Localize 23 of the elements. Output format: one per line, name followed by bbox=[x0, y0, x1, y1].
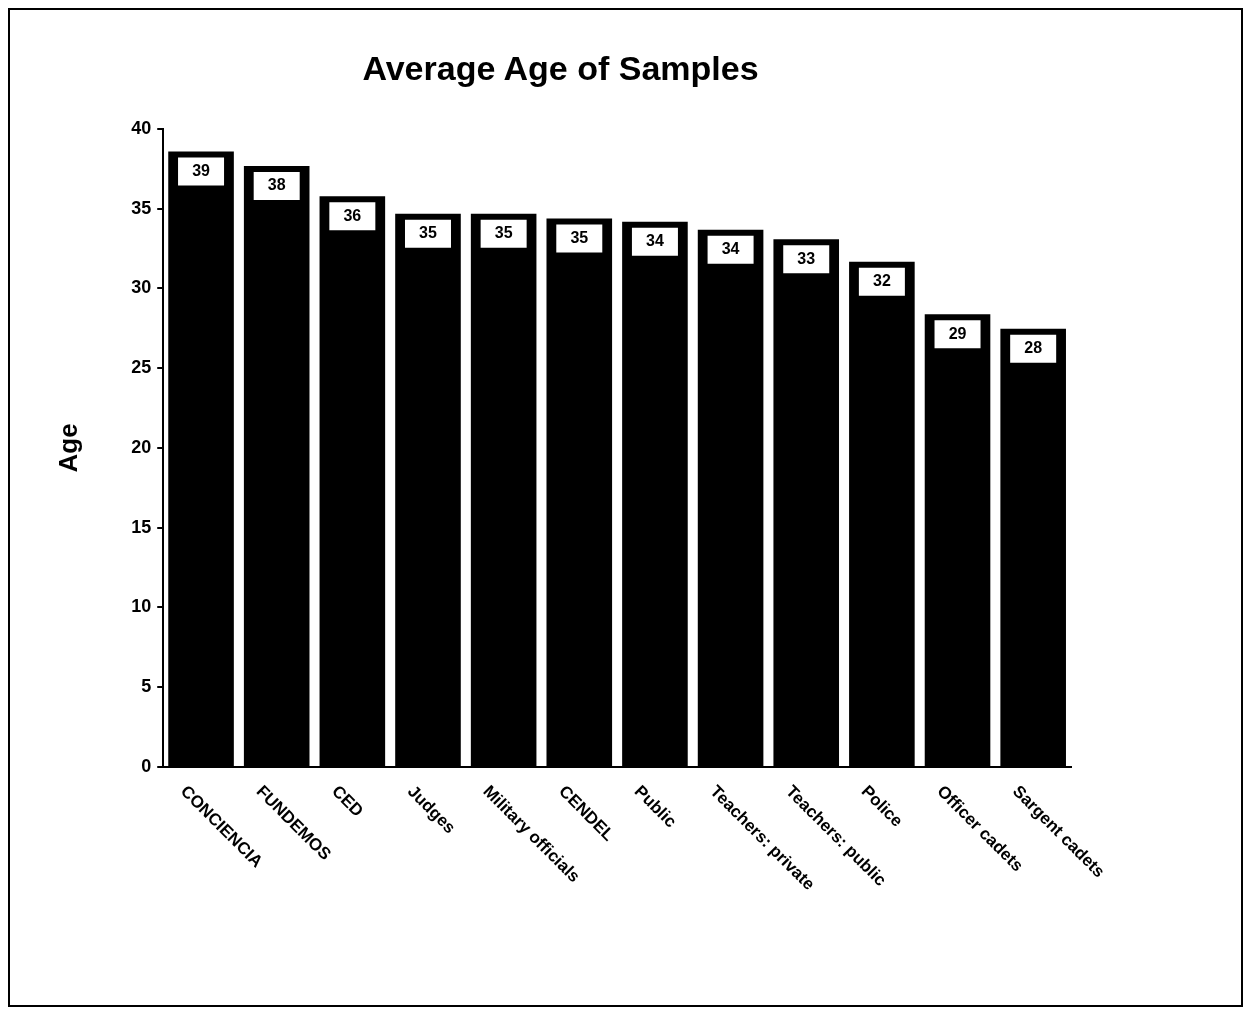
data-label: 35 bbox=[419, 224, 437, 242]
data-label: 35 bbox=[570, 228, 589, 246]
y-tick-label: 35 bbox=[131, 197, 152, 218]
y-tick-label: 10 bbox=[131, 596, 152, 617]
data-label: 34 bbox=[721, 240, 740, 258]
data-label: 28 bbox=[1024, 339, 1043, 357]
data-label: 36 bbox=[343, 206, 362, 224]
data-label: 34 bbox=[646, 232, 664, 250]
data-label: 33 bbox=[797, 249, 816, 267]
y-tick-label: 20 bbox=[131, 436, 152, 457]
y-tick-label: 40 bbox=[131, 117, 152, 138]
data-label: 32 bbox=[872, 272, 891, 290]
y-axis-title: Age bbox=[52, 423, 83, 473]
y-tick-label: 5 bbox=[141, 676, 152, 697]
y-tick-label: 30 bbox=[131, 277, 152, 298]
data-label: 35 bbox=[494, 224, 513, 242]
data-label: 29 bbox=[948, 324, 967, 342]
y-tick-label: 0 bbox=[141, 755, 152, 776]
data-label: 39 bbox=[192, 161, 211, 179]
y-tick-label: 15 bbox=[131, 516, 152, 537]
data-label: 38 bbox=[267, 176, 286, 194]
y-tick-label: 25 bbox=[131, 357, 152, 378]
chart-title: Average Age of Samples bbox=[362, 48, 759, 87]
